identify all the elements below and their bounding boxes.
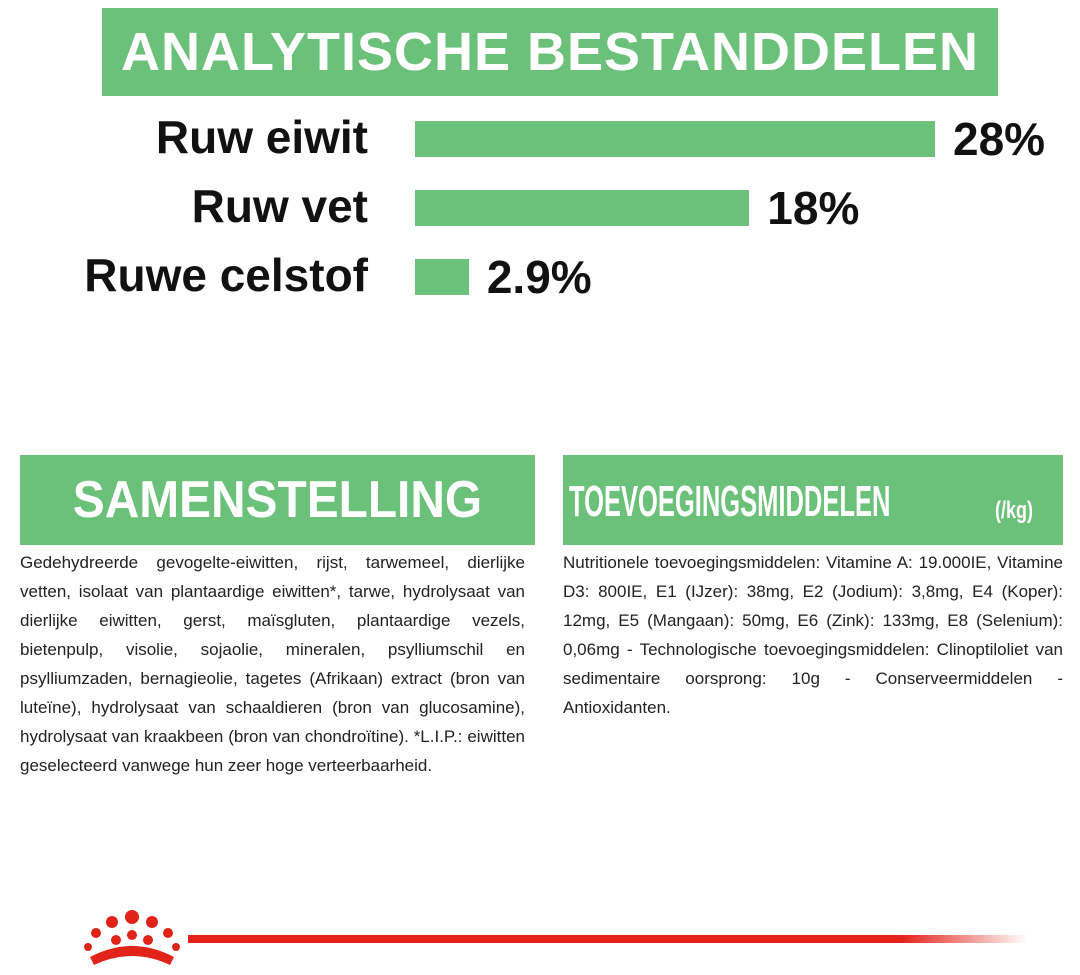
value-label: 28% <box>953 113 1046 165</box>
additives-unit: (/kg) <box>995 497 1034 524</box>
composition-header: SAMENSTELLING <box>20 455 535 545</box>
category-label: Ruw eiwit <box>155 111 368 163</box>
category-label: Ruwe celstof <box>84 249 368 301</box>
composition-text: Gedehydreerde gevogelte-eiwitten, rijst,… <box>20 553 525 775</box>
footer-logo <box>84 910 1028 965</box>
composition-title: SAMENSTELLING <box>72 471 483 529</box>
bar <box>415 190 750 226</box>
crown <box>84 910 180 965</box>
bar <box>415 259 469 295</box>
additives-text: Nutritionele toevoegingsmiddelen: Vitami… <box>563 553 1063 717</box>
additives-header: TOEVOEGINGSMIDDELEN (/kg) <box>563 455 1063 545</box>
footer-line <box>188 935 1028 943</box>
chart-title: ANALYTISCHE BESTANDDELEN <box>102 8 998 96</box>
category-label: Ruw vet <box>191 180 368 232</box>
value-label: 18% <box>767 182 860 234</box>
chart: Ruw eiwit 28% Ruw vet 18% Ruwe celstof 2.9% <box>0 112 1080 340</box>
value-label: 2.9% <box>486 251 592 303</box>
bar <box>415 121 935 157</box>
additives-title: TOEVOEGINGSMIDDELEN <box>569 477 891 526</box>
